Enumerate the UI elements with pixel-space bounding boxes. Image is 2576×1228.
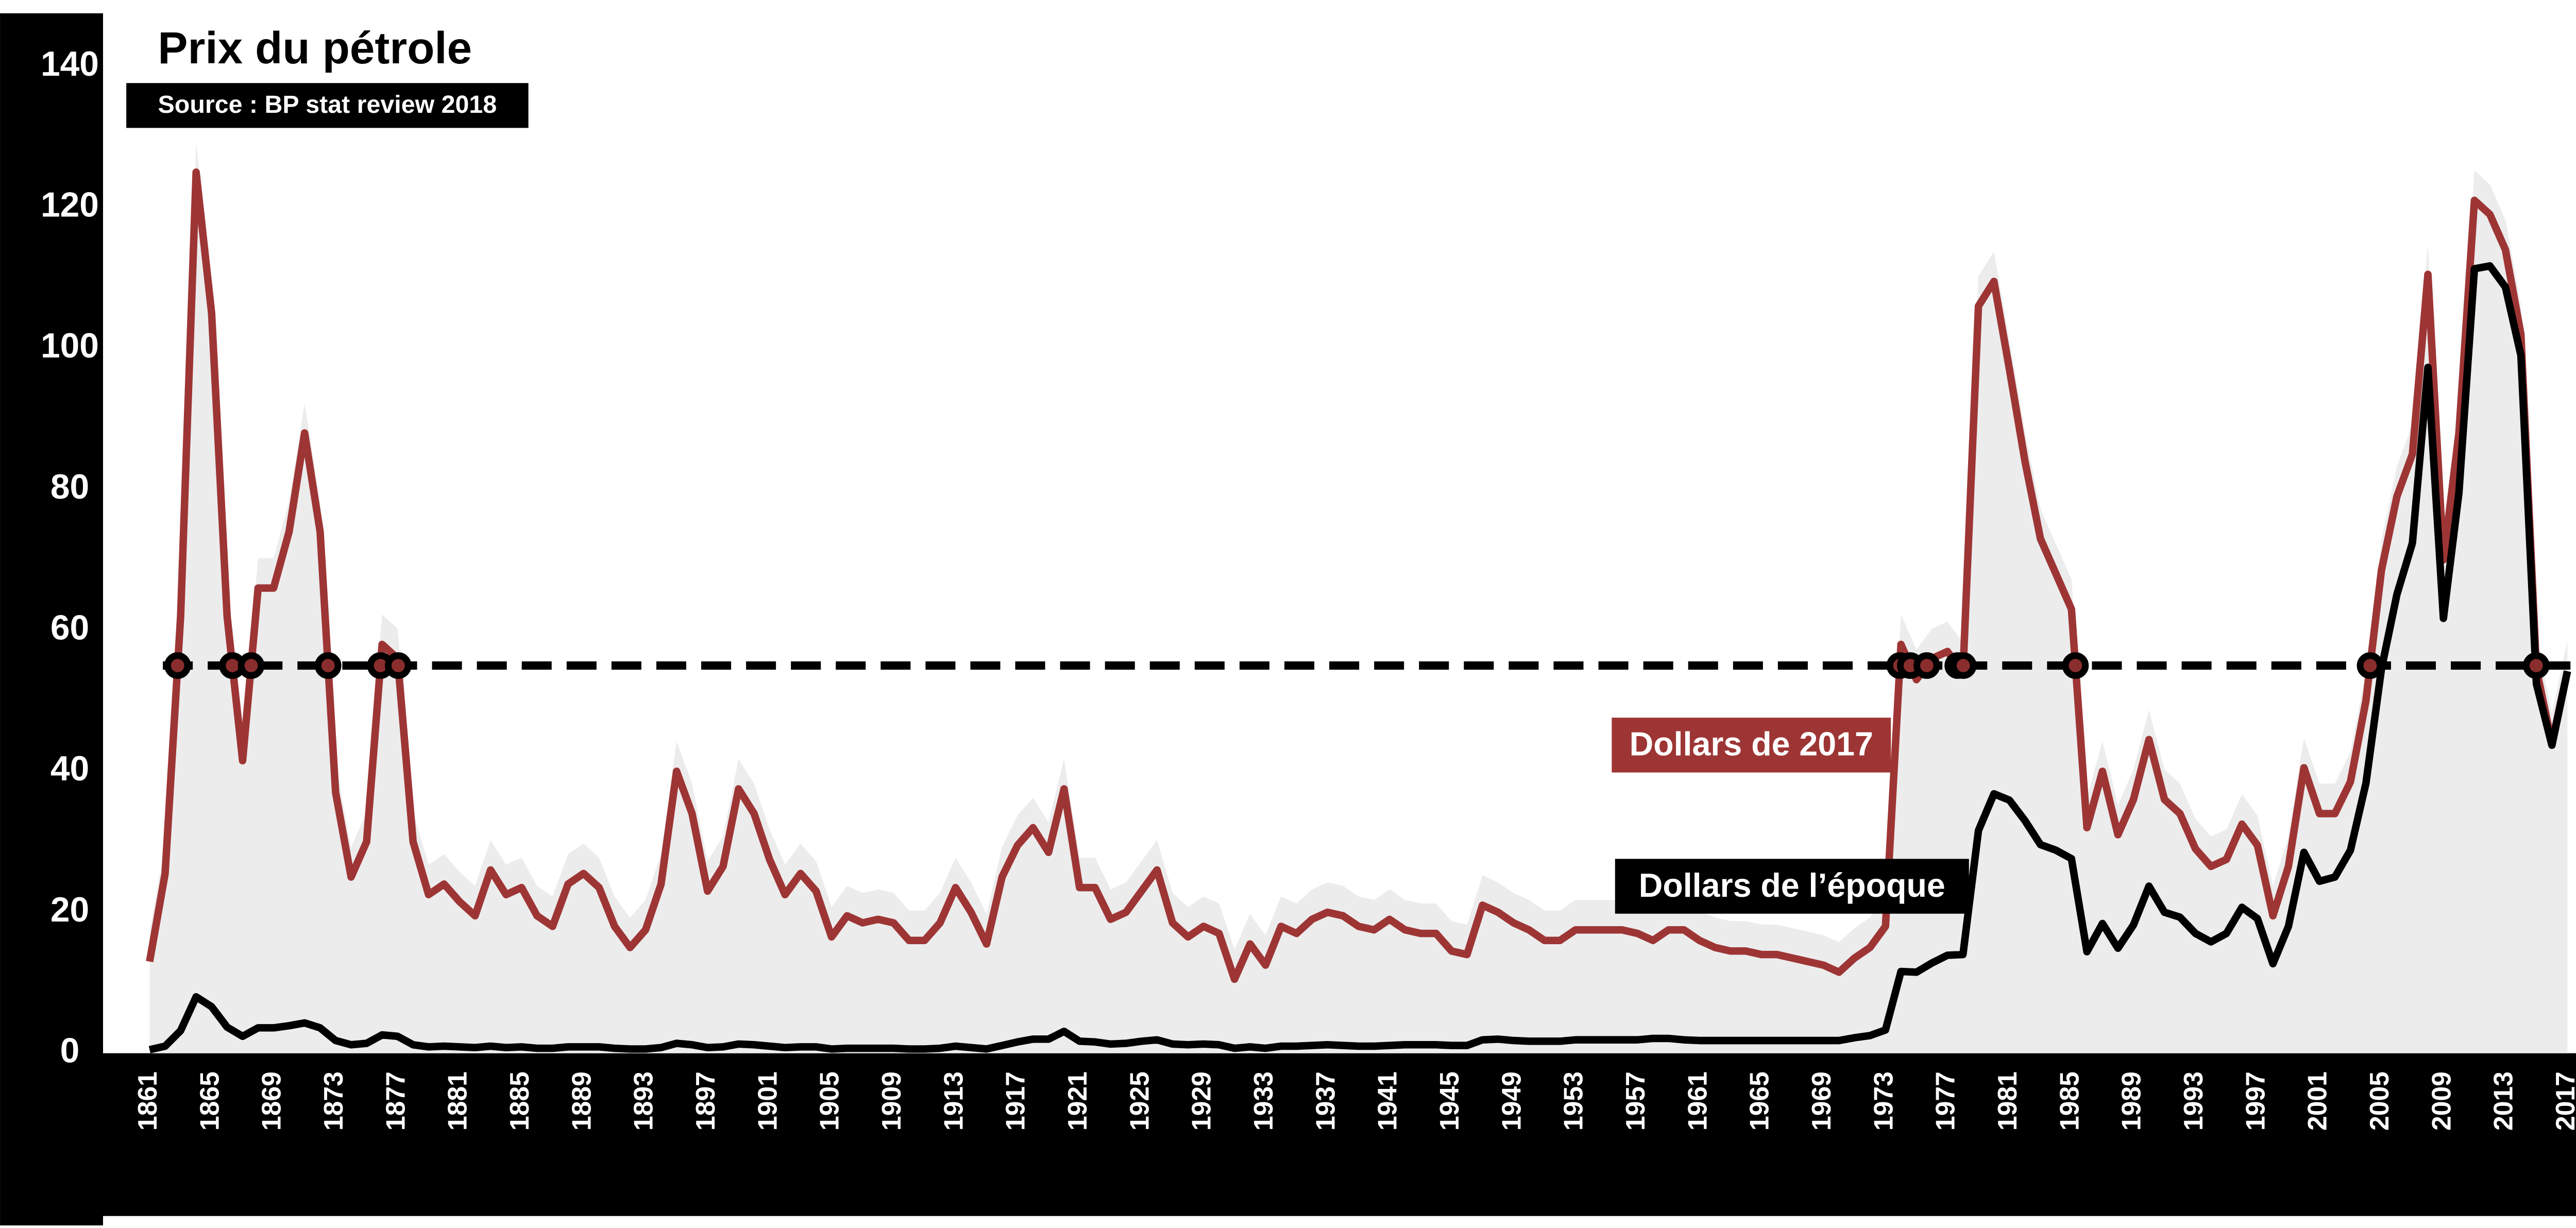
x-tick-label: 1877 (380, 1071, 410, 1131)
x-tick-label: 1961 (1682, 1071, 1712, 1131)
legend-box (1615, 859, 1969, 914)
x-tick-label: 1913 (938, 1071, 968, 1131)
x-tick-label: 1973 (1868, 1071, 1898, 1131)
x-tick-label: 1897 (690, 1071, 720, 1131)
x-tick-label: 1945 (1434, 1071, 1464, 1131)
subtitle-box (126, 83, 529, 128)
crossing-marker (1913, 652, 1940, 679)
x-tick-label: 1969 (1806, 1071, 1836, 1131)
x-tick-label: 1869 (257, 1071, 286, 1131)
x-tick-label: 2009 (2426, 1071, 2456, 1131)
x-tick-label: 1985 (2054, 1071, 2084, 1131)
x-tick-label: 1977 (1930, 1071, 1960, 1131)
crossing-marker (238, 652, 265, 679)
x-tick-label: 1933 (1248, 1071, 1278, 1131)
x-tick-label: 1981 (1992, 1071, 2022, 1131)
x-tick-label: 1953 (1558, 1071, 1588, 1131)
x-tick-label: 1909 (876, 1071, 906, 1131)
y-tick-label: 120 (41, 186, 99, 225)
x-tick-label: 1997 (2240, 1071, 2270, 1131)
x-tick-label: 1925 (1124, 1071, 1154, 1131)
crossing-marker (2523, 652, 2550, 679)
x-tick-label: 1885 (504, 1071, 534, 1131)
x-tick-label: 1941 (1372, 1071, 1402, 1131)
background-layer (149, 142, 2568, 1053)
x-tick-label: 1993 (2178, 1071, 2208, 1131)
x-tick-label: 1921 (1062, 1071, 1092, 1131)
x-tick-label: 1937 (1310, 1071, 1340, 1131)
series-line (146, 168, 2571, 983)
series-line (148, 262, 2571, 1053)
x-tick-label: 1889 (566, 1071, 596, 1131)
x-axis-band (103, 1053, 2576, 1216)
x-tick-label: 1861 (132, 1071, 162, 1131)
x-tick-label: 1865 (194, 1071, 224, 1131)
x-tick-label: 1917 (1001, 1071, 1030, 1131)
x-tick-label: 2013 (2488, 1071, 2518, 1131)
x-tick-label: 1965 (1744, 1071, 1774, 1131)
x-tick-label: 1929 (1187, 1071, 1216, 1131)
crossing-marker (164, 652, 191, 679)
y-tick-label: 60 (50, 609, 89, 647)
x-tick-label: 2001 (2302, 1071, 2332, 1131)
x-tick-label: 1989 (2116, 1071, 2146, 1131)
x-tick-label: 1893 (629, 1071, 658, 1131)
y-tick-label: 100 (41, 327, 99, 365)
y-axis-band (0, 13, 104, 1226)
y-tick-label: 40 (50, 749, 89, 788)
x-tick-label: 1873 (318, 1071, 348, 1131)
y-tick-label: 140 (41, 45, 99, 83)
crossing-marker (314, 652, 342, 679)
x-tick-label: 1881 (443, 1071, 472, 1131)
y-tick-label: 80 (50, 468, 89, 506)
crossing-marker (2357, 652, 2384, 679)
x-tick-label: 2017 (2550, 1071, 2576, 1131)
crossing-marker (1950, 652, 1977, 679)
x-tick-label: 1901 (752, 1071, 782, 1131)
x-tick-label: 1957 (1620, 1071, 1650, 1131)
legend-label: Dollars de 2017 (1630, 726, 1873, 763)
crossing-marker (385, 652, 412, 679)
chart-subtitle: Source : BP stat review 2018 (158, 91, 497, 118)
x-tick-label: 2005 (2364, 1071, 2394, 1131)
legend-box (1612, 718, 1891, 773)
chart-title: Prix du pétrole (158, 23, 472, 73)
legend-label: Dollars de l’époque (1639, 867, 1945, 904)
crossing-marker (2062, 652, 2089, 679)
x-tick-label: 1949 (1496, 1071, 1526, 1131)
envelope (149, 142, 2568, 1053)
x-tick-label: 1905 (815, 1071, 844, 1131)
y-tick-label: 20 (50, 891, 89, 929)
y-tick-label: 0 (60, 1032, 80, 1070)
